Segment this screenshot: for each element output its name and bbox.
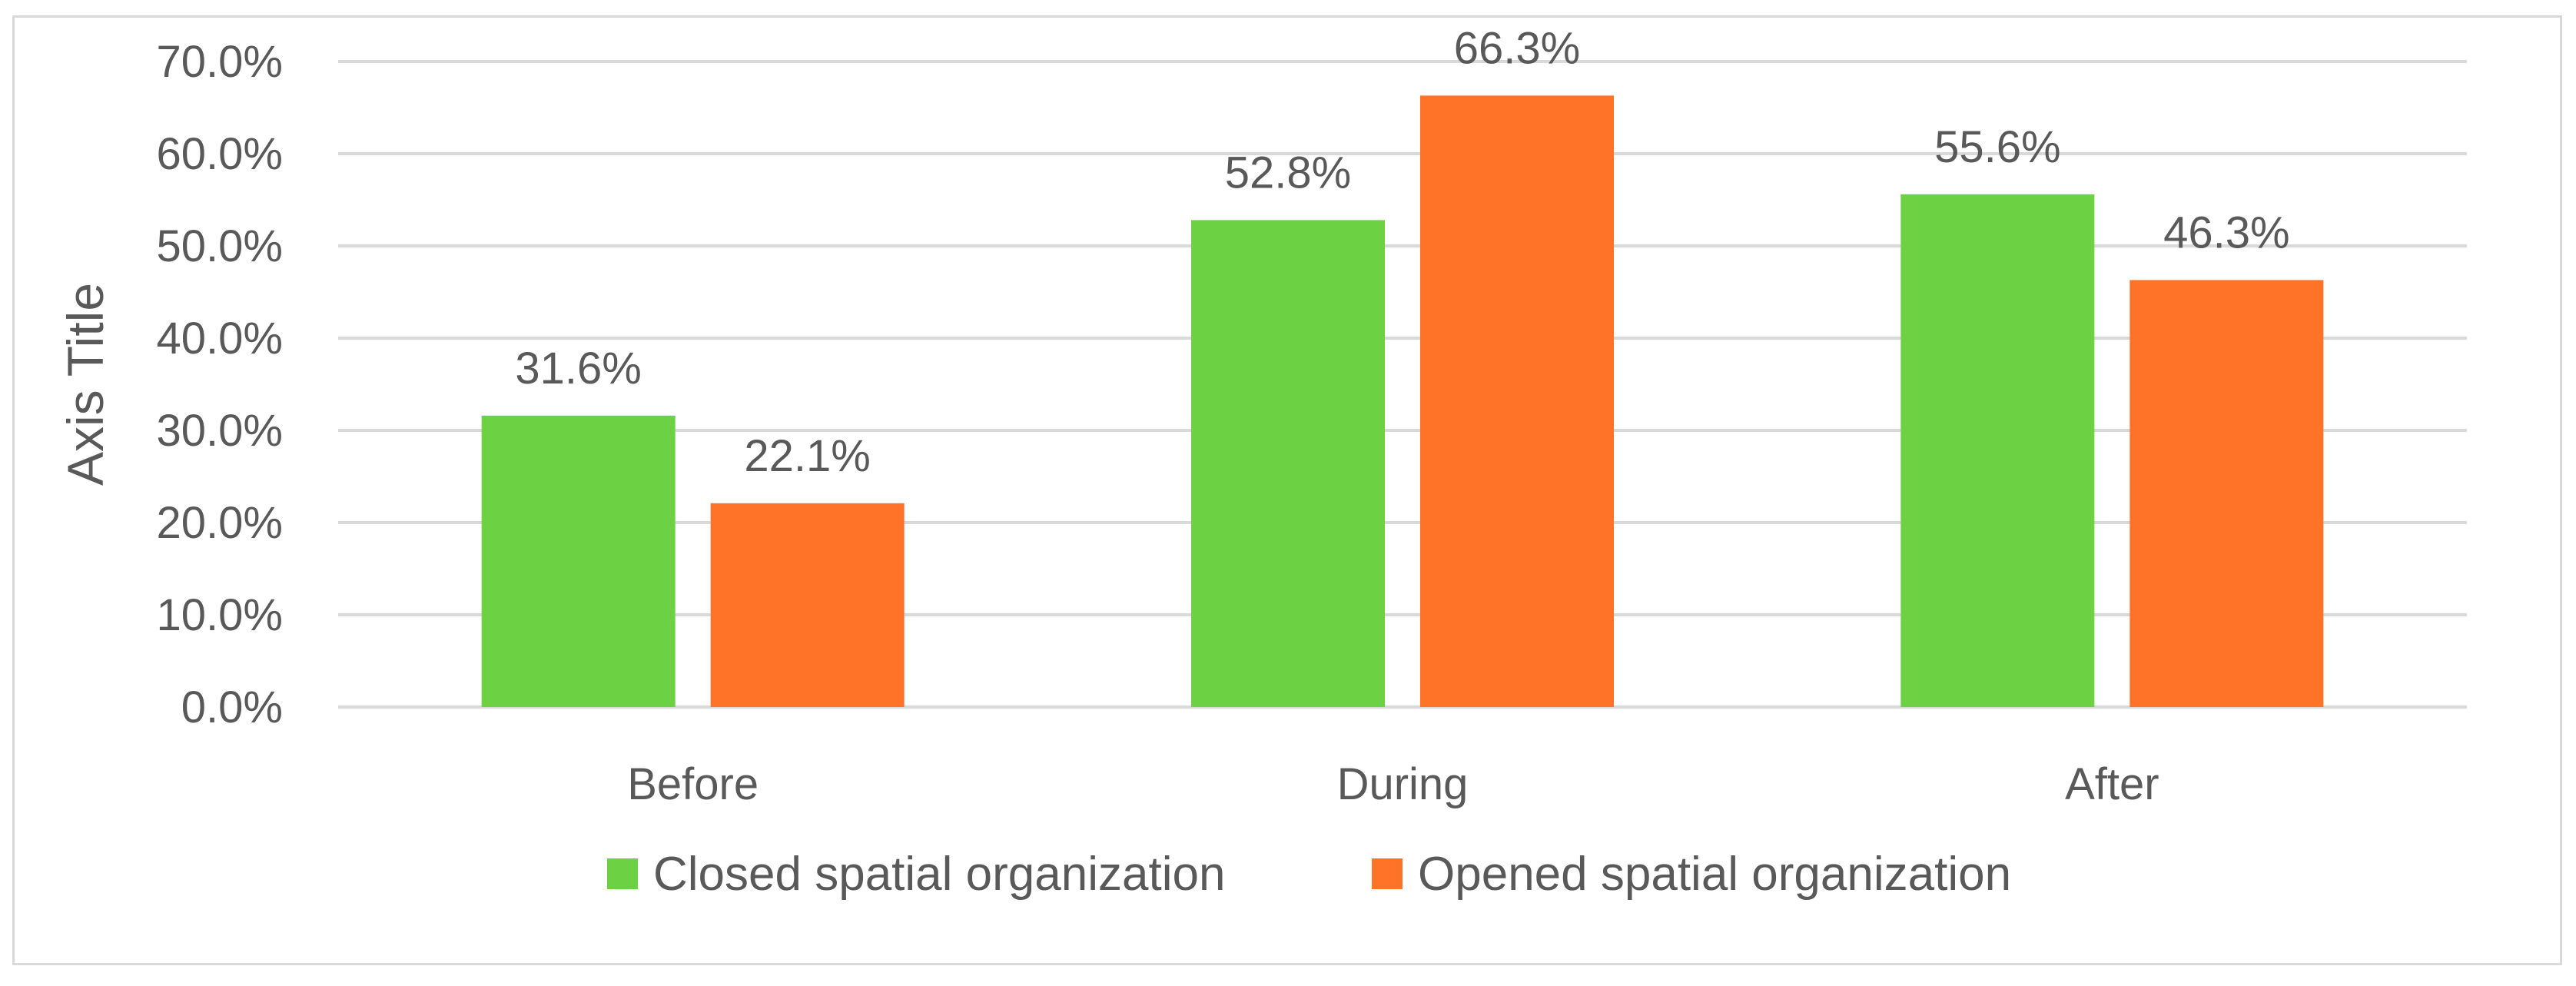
x-axis-categories: Before During After (627, 759, 2159, 809)
y-tick-label: 40.0% (157, 314, 283, 364)
legend: Closed spatial organization Opened spatia… (607, 848, 2011, 901)
y-axis-ticks: 0.0% 10.0% 20.0% 30.0% 40.0% 50.0% 60.0% 70.0% (157, 37, 283, 732)
data-label: 22.1% (744, 431, 870, 481)
data-label: 31.6% (515, 344, 641, 393)
data-label: 55.6% (1934, 122, 2060, 172)
bar (1420, 95, 1614, 707)
legend-label: Opened spatial organization (1418, 848, 2011, 901)
y-tick-label: 0.0% (181, 682, 283, 732)
legend-item: Opened spatial organization (1372, 848, 2011, 901)
bars (481, 95, 2324, 708)
x-category-label: Before (627, 759, 759, 809)
bar (1900, 194, 2095, 708)
y-tick-label: 10.0% (157, 590, 283, 640)
legend-label: Closed spatial organization (653, 848, 1225, 901)
bar (481, 415, 676, 707)
x-category-label: During (1337, 759, 1469, 809)
legend-item: Closed spatial organization (607, 848, 1225, 901)
legend-swatch (1372, 858, 1403, 889)
y-tick-label: 50.0% (157, 221, 283, 271)
bar (710, 503, 905, 707)
x-category-label: After (2065, 759, 2159, 809)
y-tick-label: 60.0% (157, 129, 283, 179)
y-axis-title: Axis Title (57, 283, 114, 486)
y-tick-label: 20.0% (157, 498, 283, 548)
data-label: 46.3% (2163, 207, 2289, 257)
y-tick-label: 70.0% (157, 37, 283, 87)
data-labels: 31.6% 22.1% 52.8% 66.3% 55.6% 46.3% (515, 23, 2289, 480)
data-label: 66.3% (1454, 23, 1580, 73)
legend-swatch (607, 858, 638, 889)
bar (2130, 280, 2324, 707)
data-label: 52.8% (1225, 148, 1351, 198)
gridlines (338, 60, 2467, 709)
y-tick-label: 30.0% (157, 406, 283, 456)
bar (1191, 220, 1385, 707)
